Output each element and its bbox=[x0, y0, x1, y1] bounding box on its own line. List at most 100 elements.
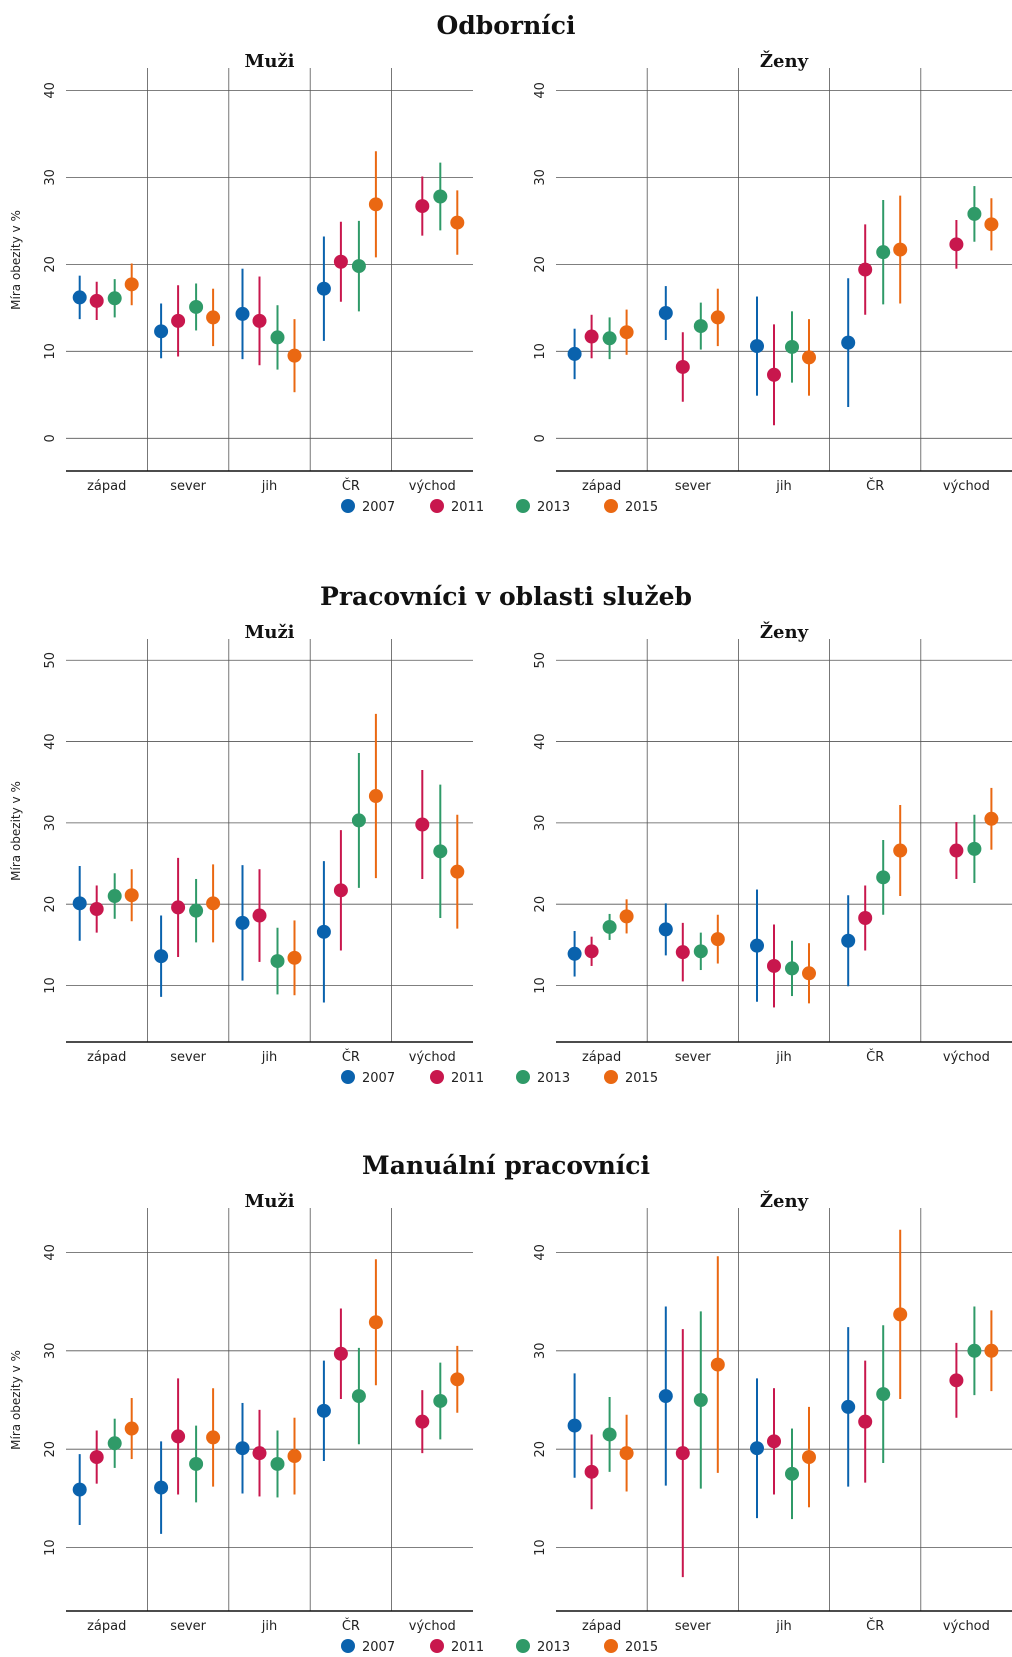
legend-marker bbox=[341, 1070, 355, 1084]
legend-label: 2013 bbox=[537, 1640, 570, 1655]
data-point bbox=[619, 325, 634, 340]
point-2013-západ bbox=[602, 913, 617, 940]
point-2015-západ bbox=[619, 899, 634, 934]
data-point bbox=[710, 310, 725, 325]
point-2013-východ bbox=[967, 1306, 982, 1396]
point-2013-jih bbox=[270, 927, 285, 995]
point-2013-západ bbox=[107, 279, 122, 318]
point-2013-východ bbox=[433, 1362, 448, 1440]
x-tick-label: západ bbox=[87, 1050, 126, 1065]
legend-item-2015: 2015 bbox=[604, 1070, 658, 1086]
y-tick-label: 10 bbox=[43, 343, 58, 360]
legend-label: 2015 bbox=[625, 1640, 658, 1655]
y-tick-label: 10 bbox=[533, 977, 548, 994]
point-2015-východ bbox=[984, 1310, 999, 1392]
point-2015-východ bbox=[450, 1345, 465, 1413]
point-2015-jih bbox=[802, 319, 816, 396]
data-point bbox=[270, 1456, 285, 1471]
x-tick-label: východ bbox=[943, 479, 990, 494]
legend-label: 2013 bbox=[537, 500, 570, 515]
point-2011-západ bbox=[584, 314, 599, 359]
x-tick-label: sever bbox=[675, 479, 711, 494]
point-2011-západ bbox=[89, 885, 104, 933]
point-2015-sever bbox=[206, 288, 221, 347]
y-tick-label: 40 bbox=[533, 733, 548, 750]
data-point bbox=[584, 329, 599, 344]
legend-marker bbox=[430, 1070, 444, 1084]
point-2015-ČR bbox=[368, 151, 383, 258]
data-point bbox=[693, 1393, 708, 1407]
point-2007-jih bbox=[235, 865, 250, 981]
data-point bbox=[785, 339, 799, 354]
legend-label: 2013 bbox=[537, 1071, 570, 1086]
legend-label: 2007 bbox=[362, 1640, 395, 1655]
x-tick-label: západ bbox=[582, 1619, 621, 1634]
data-point bbox=[710, 932, 725, 947]
y-tick-label: 0 bbox=[533, 434, 548, 442]
point-2011-sever bbox=[675, 1329, 690, 1578]
point-2011-východ bbox=[415, 176, 430, 236]
data-point bbox=[602, 331, 617, 346]
panel-zeny: Ženy 0 10 20 30 40 západ sever jih ČR východ bbox=[533, 49, 1012, 494]
point-2015-východ bbox=[450, 190, 465, 255]
point-2013-východ bbox=[967, 186, 982, 242]
point-2013-sever bbox=[189, 878, 204, 943]
data-point bbox=[316, 281, 331, 296]
point-2013-jih bbox=[270, 305, 285, 370]
y-axis-label: Míra obezity v % bbox=[9, 1350, 23, 1450]
legend-marker bbox=[604, 1639, 618, 1653]
chart-section-3: Manuální pracovníci Muži 10 20 30 40 Míra obez… bbox=[9, 1151, 1012, 1655]
point-2007-západ bbox=[567, 328, 582, 380]
point-2011-východ bbox=[415, 1390, 430, 1454]
data-point bbox=[984, 811, 999, 826]
point-2011-jih bbox=[767, 324, 781, 426]
data-point bbox=[154, 324, 169, 339]
y-tick-label: 20 bbox=[43, 896, 58, 913]
panel-zeny: Ženy 10 20 30 40 50 západ sever jih ČR východ bbox=[533, 620, 1012, 1065]
x-tick-label: ČR bbox=[866, 1049, 884, 1065]
data-point bbox=[567, 346, 582, 361]
data-point bbox=[450, 215, 465, 230]
data-point bbox=[658, 306, 673, 321]
point-2015-ČR bbox=[893, 804, 908, 897]
legend-marker bbox=[604, 499, 618, 513]
panel-title: Muži bbox=[244, 51, 294, 72]
data-point bbox=[206, 1430, 221, 1445]
legend-label: 2007 bbox=[362, 500, 395, 515]
point-2015-východ bbox=[984, 787, 999, 850]
legend-item-2007: 2007 bbox=[341, 1639, 395, 1655]
data-point bbox=[415, 1414, 430, 1429]
data-point bbox=[858, 1414, 873, 1429]
data-point bbox=[351, 813, 366, 828]
x-tick-label: sever bbox=[675, 1619, 711, 1634]
data-point bbox=[602, 1427, 617, 1442]
legend: 2007 2011 2013 2015 bbox=[341, 1070, 658, 1086]
x-tick-label: východ bbox=[409, 1619, 456, 1634]
data-point bbox=[750, 938, 764, 953]
data-point bbox=[433, 189, 448, 204]
point-2007-sever bbox=[154, 1441, 169, 1534]
point-2011-jih bbox=[252, 1409, 267, 1497]
y-tick-label: 40 bbox=[533, 82, 548, 99]
y-tick-label: 30 bbox=[43, 1343, 58, 1360]
data-point bbox=[693, 319, 708, 334]
x-tick-label: sever bbox=[675, 1050, 711, 1065]
point-2011-západ bbox=[584, 936, 599, 966]
y-axis-label: Míra obezity v % bbox=[9, 210, 23, 310]
data-point bbox=[107, 1436, 122, 1451]
y-tick-label: 30 bbox=[533, 1343, 548, 1360]
data-point bbox=[785, 1466, 799, 1481]
legend-marker bbox=[430, 499, 444, 513]
panel-zeny: Ženy 10 20 30 40 západ sever jih ČR východ bbox=[533, 1189, 1012, 1634]
point-2013-západ bbox=[602, 1397, 617, 1472]
data-point bbox=[949, 1373, 964, 1388]
data-point bbox=[107, 889, 122, 904]
point-2011-ČR bbox=[333, 830, 348, 951]
data-point bbox=[450, 1372, 465, 1387]
point-2011-ČR bbox=[858, 1360, 873, 1483]
point-2007-ČR bbox=[841, 1327, 856, 1487]
point-2015-ČR bbox=[368, 1259, 383, 1386]
point-2007-ČR bbox=[316, 861, 331, 1003]
point-2013-ČR bbox=[351, 752, 366, 888]
